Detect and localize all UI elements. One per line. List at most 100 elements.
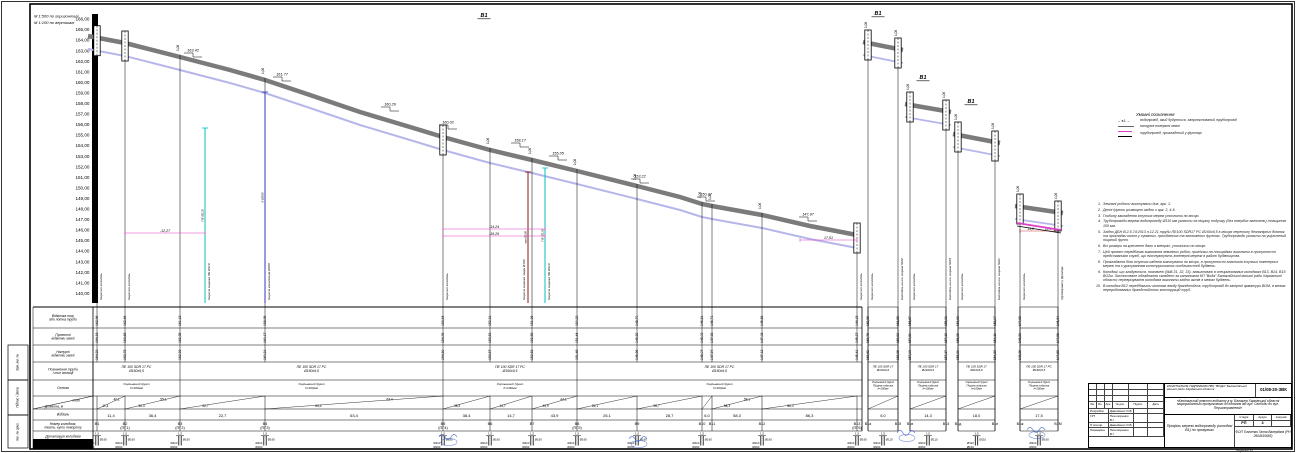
elev-leader-value: 160,26 bbox=[384, 103, 397, 107]
elev-leader-value: 153,22 bbox=[634, 175, 647, 179]
note-number: 2. bbox=[1098, 207, 1101, 212]
axis-label: 165,00 bbox=[75, 27, 89, 32]
ordinate-value: 158,95 bbox=[263, 316, 267, 326]
detail-d-left: Ø110 bbox=[88, 441, 95, 445]
depth-label: 1,06 bbox=[176, 45, 180, 51]
slope-diagonal bbox=[711, 395, 763, 410]
detail-d-left: Ø110 bbox=[693, 441, 700, 445]
note-number: 1. bbox=[1098, 202, 1101, 206]
axis-label: 166,00 bbox=[75, 17, 89, 22]
pipe-span-label: ПЕ 100 SDR 17 РС Ø160х9,5 bbox=[297, 365, 327, 373]
detail-dim: 1,5 bbox=[95, 432, 99, 436]
slope-diagonal bbox=[761, 395, 858, 410]
note-number: 9. bbox=[1098, 269, 1101, 274]
dim-value: -12,27 bbox=[160, 229, 171, 233]
casing-line bbox=[1016, 222, 1062, 231]
pipe-span-label: ПЕ 100 SDR 17 РС Ø160х9,5 bbox=[705, 365, 735, 373]
well-number: В13 (ПГ6) bbox=[852, 422, 862, 430]
elev-leader-step bbox=[184, 52, 202, 58]
well-number: В3 (ПГ2) bbox=[175, 422, 185, 430]
detail-d-left: Ø110 bbox=[874, 441, 881, 445]
ordinate-value: 160,17 bbox=[263, 333, 267, 343]
ordinate-value: 155,91 bbox=[944, 316, 948, 326]
casing-line-2 bbox=[1016, 225, 1062, 234]
revision-rows bbox=[1089, 384, 1165, 402]
well-number: В9 bbox=[635, 422, 640, 426]
notes-list: 1. Земляні роботи виконувати див. арк. 1.… bbox=[1094, 202, 1288, 293]
route-label: В1 bbox=[481, 13, 488, 19]
revision-cell bbox=[1112, 390, 1129, 396]
elev-leader-value: 155,05 bbox=[552, 152, 565, 156]
detail-dim: 1,5 bbox=[700, 432, 704, 436]
base-span-label: Ущільнений ґрунт h=100мм bbox=[706, 382, 733, 390]
well-number: В1ж bbox=[1017, 422, 1024, 426]
ordinate-value: 152,31 bbox=[488, 316, 492, 326]
ordinate-value: 145,41 bbox=[855, 350, 859, 360]
detail-d-right: Ø160 bbox=[705, 438, 712, 442]
stage-headers: Стадія Аркуш Аркушів bbox=[1235, 415, 1292, 421]
detail-dim: 1,5 bbox=[881, 432, 885, 436]
detail-d-bottom: Ø160 bbox=[873, 445, 880, 449]
signature-role: Розробив bbox=[1089, 408, 1109, 414]
ordinate-value: 162,46 bbox=[123, 316, 127, 326]
base-span-label: Ущільнений ґрунт Піщана подушка h=100мм bbox=[917, 380, 940, 391]
revision-cell bbox=[1096, 384, 1105, 390]
well-number: В1в bbox=[907, 422, 913, 426]
depth-label: 1,06 bbox=[894, 30, 898, 36]
elev-leader-step bbox=[549, 155, 567, 161]
axis-label: 140,00 bbox=[75, 291, 89, 296]
ordinate-value: 152,62 bbox=[530, 350, 534, 360]
distance-value: 11,4 bbox=[107, 413, 115, 418]
detail-d-bottom: Ø160 bbox=[255, 445, 262, 449]
stage-values: РП 3 bbox=[1235, 421, 1292, 427]
pipe-span-label: ПЕ 100 SDR 17 РС Ø160х9,5 bbox=[495, 365, 525, 373]
ordinate-value: 154,23 bbox=[993, 350, 997, 360]
detail-d-bottom: Ø160 bbox=[692, 445, 699, 449]
ordinate-value: 152,97 bbox=[993, 316, 997, 326]
row-header: Віддаль bbox=[57, 413, 70, 417]
well-number: В8 (ПГ5) bbox=[572, 422, 582, 430]
revision-cell bbox=[1148, 384, 1165, 390]
station-note: Існуючий колодязь bbox=[127, 273, 131, 300]
detail-d-bottom: Ø160 bbox=[480, 445, 487, 449]
pen-scribble-circle bbox=[630, 440, 648, 448]
distance-value: 38,4 bbox=[463, 413, 472, 418]
detail-d-bottom: Ø160 bbox=[847, 445, 854, 449]
row-header: Основа bbox=[57, 386, 69, 390]
ordinate-value: 144,15 bbox=[855, 316, 859, 326]
station-note: Трубопровід у футлярі bbox=[1060, 266, 1064, 300]
station-note: Існуючий колодязь bbox=[445, 273, 449, 300]
detail-d-bottom: Ø160 bbox=[1029, 445, 1036, 449]
slope-diagonal bbox=[909, 395, 947, 410]
elev-leader-value: 160,02 bbox=[442, 121, 455, 125]
ordinate-value: 164,22 bbox=[95, 350, 99, 360]
note-number: 4. bbox=[1098, 219, 1101, 224]
well-number: В10 bbox=[699, 422, 706, 426]
ordinate-value: 148,22 bbox=[1018, 333, 1022, 343]
detail-d-left: Ø110 bbox=[919, 441, 926, 445]
ordinate-value: 146,34 bbox=[1056, 316, 1060, 326]
note-item: 4. Трубопроводи мережі водопроводу Ø110 м… bbox=[1094, 219, 1288, 227]
ordinate-value: 164,18 bbox=[95, 333, 99, 343]
revision-cell bbox=[1096, 390, 1105, 396]
detail-d-left: Ø110 bbox=[568, 441, 575, 445]
note-item: 5. Згідно ДБН В.2.5-74:2013 п.12.21 труби… bbox=[1094, 230, 1288, 243]
ordinate-value: 148,03 bbox=[700, 333, 704, 343]
ordinate-value: 151,44 bbox=[575, 333, 579, 343]
legend-items: – в1 – водопровід, який будується, запрое… bbox=[1118, 118, 1278, 137]
row-header: Позначення труби і тип ізоляції bbox=[48, 367, 78, 375]
distance-value: 58,3 bbox=[733, 413, 742, 418]
legend-item-text: водопровід, який будується, запроектован… bbox=[1140, 118, 1237, 123]
note-text: Всі розміри на кресленні дано в метрах, … bbox=[1103, 243, 1207, 248]
diag-header-bottom: Довжина, м bbox=[44, 404, 64, 408]
note-number: 6. bbox=[1098, 243, 1101, 248]
slope-diagonal bbox=[636, 395, 703, 410]
legend-item-text: трубопровід, прокладений у футлярі bbox=[1140, 130, 1202, 135]
crossing-label: ПЕ Ø110 bbox=[541, 229, 545, 241]
signature-name: Давиденко О.В. bbox=[1108, 408, 1135, 414]
signature-role: Перевірив bbox=[1089, 427, 1109, 437]
base-span-label: Ущільнений ґрунт Піщана подушка h=100мм bbox=[1028, 380, 1051, 391]
axis-label: 158,00 bbox=[75, 101, 89, 106]
casing-symbol-icon bbox=[1118, 130, 1140, 137]
sheets-total bbox=[1272, 421, 1292, 427]
